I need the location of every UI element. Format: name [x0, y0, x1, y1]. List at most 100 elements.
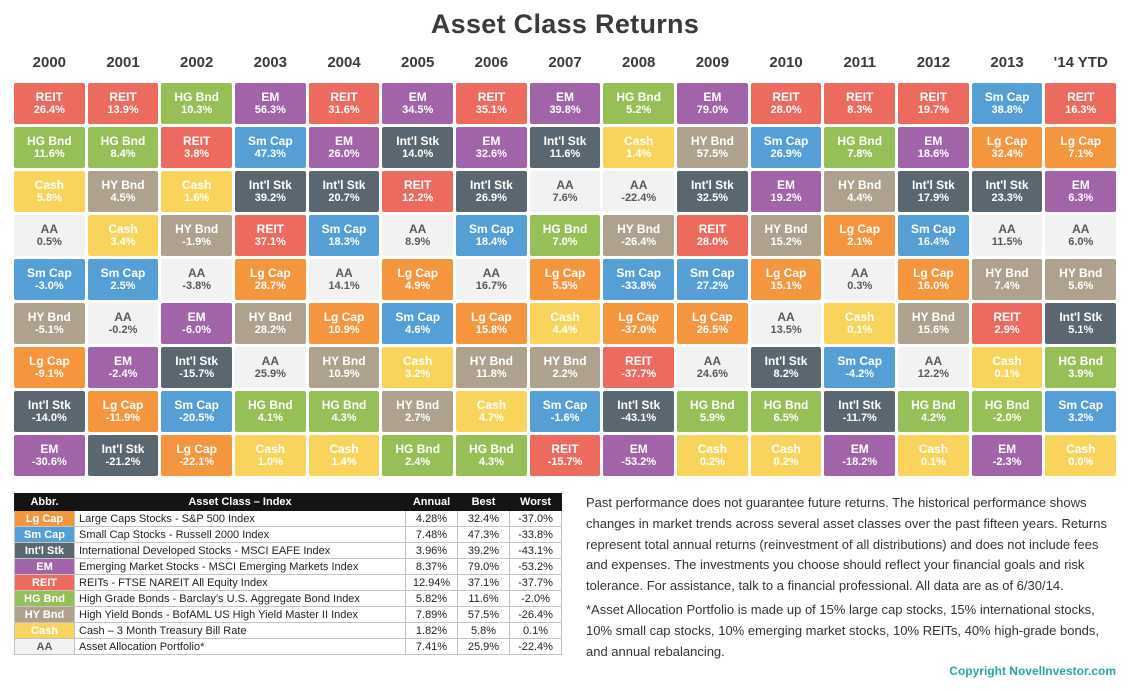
return-value: -11.9% — [105, 412, 141, 424]
legend-abbr-swatch: Sm Cap — [14, 526, 75, 543]
asset-abbr-label: HY Bnd — [469, 354, 513, 368]
return-cell: Sm Cap -20.5% — [161, 391, 233, 432]
asset-abbr-label: Sm Cap — [174, 398, 220, 412]
return-cell: HG Bnd 8.4% — [87, 127, 159, 168]
return-value: 0.1% — [994, 368, 1020, 380]
return-value: -11.7% — [842, 412, 877, 424]
asset-abbr-label: HY Bnd — [985, 266, 1029, 280]
year-column: 2005 EM 34.5% Int'l Stk 14.0% REIT 12.2% AA 8.9%… — [382, 49, 454, 476]
asset-abbr-label: HY Bnd — [1059, 266, 1103, 280]
return-cell: Lg Cap 15.1% — [750, 259, 822, 300]
return-cell: AA 14.1% — [308, 259, 380, 300]
asset-abbr-label: Sm Cap — [1058, 398, 1104, 412]
asset-abbr-label: Cash — [182, 178, 212, 192]
asset-abbr-label: HY Bnd — [27, 310, 71, 324]
asset-abbr-label: HY Bnd — [175, 222, 219, 236]
legend-worst-value: -37.7% — [509, 574, 562, 591]
legend-best-value: 57.5% — [457, 606, 510, 623]
return-cell: Sm Cap 4.6% — [382, 303, 454, 344]
asset-abbr-label: REIT — [551, 442, 579, 456]
return-cell: EM -53.2% — [603, 435, 675, 476]
return-cell: Int'l Stk 20.7% — [308, 171, 380, 212]
return-value: -22.4% — [621, 192, 657, 204]
return-cell: REIT 37.1% — [235, 215, 306, 256]
legend-annual-value: 5.82% — [405, 590, 458, 607]
asset-abbr-label: REIT — [109, 90, 137, 104]
return-cell: EM -6.0% — [161, 303, 233, 344]
legend-header-annual: Annual — [405, 493, 458, 511]
asset-abbr-label: Cash — [845, 310, 875, 324]
asset-abbr-label: Lg Cap — [176, 442, 218, 456]
return-value: 14.0% — [402, 148, 434, 160]
return-cell: EM -2.4% — [87, 347, 159, 388]
legend-abbr-swatch: HG Bnd — [14, 590, 75, 607]
return-value: -33.8% — [621, 280, 657, 292]
asset-abbr-label: Int'l Stk — [911, 178, 955, 192]
return-value: 28.0% — [696, 236, 728, 248]
return-value: 11.6% — [549, 148, 581, 160]
asset-abbr-label: AA — [114, 310, 132, 324]
asset-abbr-label: AA — [556, 178, 574, 192]
return-cell: HY Bnd 5.6% — [1045, 259, 1117, 300]
legend-worst-value: -43.1% — [509, 542, 562, 559]
legend-abbr-swatch: Cash — [14, 622, 75, 639]
return-cell: REIT 8.3% — [824, 83, 896, 124]
legend-worst-value: -26.4% — [509, 606, 562, 623]
return-value: 20.7% — [328, 192, 360, 204]
legend-best-value: 39.2% — [457, 542, 510, 559]
asset-abbr-label: AA — [409, 222, 427, 236]
return-cell: EM -30.6% — [14, 435, 85, 476]
asset-abbr-label: REIT — [330, 90, 358, 104]
asset-abbr-label: Cash — [918, 442, 949, 456]
return-value: -5.1% — [34, 324, 64, 336]
year-column: 2006 REIT 35.1% EM 32.6% Int'l Stk 26.9% Sm Cap… — [456, 49, 527, 476]
return-cell: HG Bnd 3.9% — [1045, 347, 1117, 388]
asset-abbr-label: Sm Cap — [690, 266, 735, 280]
return-value: 5.9% — [699, 412, 725, 424]
asset-abbr-label: Lg Cap — [397, 266, 439, 280]
asset-abbr-label: Lg Cap — [29, 354, 70, 368]
copyright-link[interactable]: Copyright NovelInvestor.com — [949, 664, 1116, 679]
asset-abbr-label: Int'l Stk — [1059, 310, 1103, 324]
notes-panel: Past performance does not guarantee futu… — [586, 493, 1116, 692]
legend-asset-name: High Grade Bonds - Barclay's U.S. Aggreg… — [74, 590, 406, 607]
return-value: 5.5% — [552, 280, 578, 292]
legend-row: Sm Cap Small Cap Stocks - Russell 2000 In… — [14, 526, 562, 543]
return-cell: EM 26.0% — [308, 127, 380, 168]
asset-abbr-label: Int'l Stk — [469, 178, 513, 192]
return-cell: Lg Cap 32.4% — [971, 127, 1043, 168]
return-value: 19.2% — [770, 192, 802, 204]
legend-worst-value: -33.8% — [509, 526, 562, 543]
return-value: 2.5% — [110, 280, 136, 292]
asset-abbr-label: Lg Cap — [544, 266, 586, 280]
return-value: 16.7% — [475, 280, 507, 292]
return-value: 38.8% — [991, 104, 1023, 116]
year-header: 2001 — [106, 54, 140, 71]
return-value: 39.2% — [254, 192, 286, 204]
year-column: 2002 HG Bnd 10.3% REIT 3.8% Cash 1.6% HY Bnd -1.… — [161, 49, 233, 476]
return-value: -9.1% — [34, 368, 64, 380]
legend-abbr-swatch: HY Bnd — [14, 606, 75, 623]
return-cell: HG Bnd 4.3% — [456, 435, 527, 476]
asset-abbr-label: HY Bnd — [764, 222, 808, 236]
asset-abbr-label: HG Bnd — [911, 398, 956, 412]
return-value: 0.2% — [773, 456, 799, 468]
return-cell: EM 79.0% — [677, 83, 748, 124]
return-cell: Cash 5.8% — [14, 171, 85, 212]
return-value: 3.2% — [405, 368, 431, 380]
return-cell: REIT 13.9% — [87, 83, 159, 124]
legend-best-value: 25.9% — [457, 638, 510, 655]
legend-asset-name: Asset Allocation Portfolio* — [74, 638, 406, 655]
year-column: 2004 REIT 31.6% EM 26.0% Int'l Stk 20.7% Sm Cap… — [308, 49, 380, 476]
asset-abbr-label: Int'l Stk — [396, 134, 440, 148]
asset-abbr-label: Lg Cap — [839, 222, 881, 236]
return-value: 1.4% — [331, 456, 357, 468]
asset-abbr-label: Lg Cap — [765, 266, 807, 280]
legend-row: REIT REITs - FTSE NAREIT All Equity Index… — [14, 574, 562, 591]
year-header: 2006 — [474, 54, 509, 71]
return-cell: AA 24.6% — [677, 347, 748, 388]
year-header: 2008 — [622, 54, 656, 71]
return-cell: Int'l Stk -43.1% — [603, 391, 675, 432]
asset-abbr-label: Lg Cap — [323, 310, 365, 324]
return-cell: Lg Cap 28.7% — [235, 259, 306, 300]
